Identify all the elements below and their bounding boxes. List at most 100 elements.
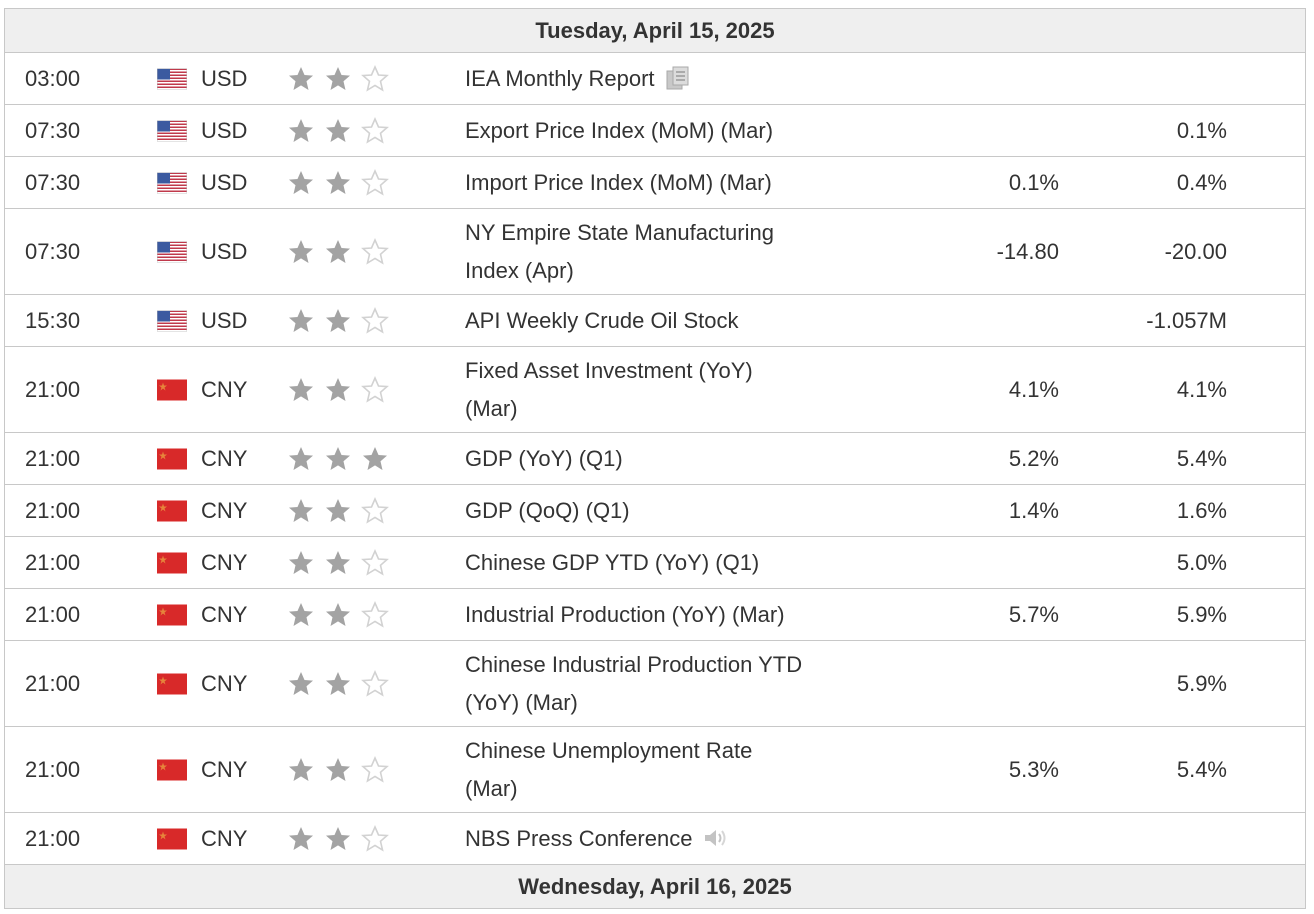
star-filled-icon xyxy=(324,169,352,197)
star-filled-icon xyxy=(287,376,315,404)
star-filled-icon xyxy=(324,307,352,335)
forecast-value: 5.4% xyxy=(1176,445,1227,471)
us-flag-icon xyxy=(157,68,187,89)
event-name[interactable]: IEA Monthly Report xyxy=(465,60,865,98)
currency-code: CNY xyxy=(201,601,248,627)
actual-value: 1.4% xyxy=(1008,497,1059,523)
forecast-value: 4.1% xyxy=(1176,376,1227,402)
actual-value: -14.80 xyxy=(996,238,1059,264)
star-filled-icon xyxy=(287,825,315,853)
importance-stars xyxy=(287,824,389,853)
star-empty-icon xyxy=(361,306,389,335)
forecast-value: 0.1% xyxy=(1176,117,1227,143)
currency-code: CNY xyxy=(201,549,248,575)
event-row[interactable]: 21:00 CNY Fixed Asset Investment (YoY) (… xyxy=(4,347,1306,433)
star-filled-icon xyxy=(324,756,352,784)
star-filled-icon xyxy=(287,549,315,577)
importance-stars xyxy=(287,755,389,784)
day-header: Tuesday, April 15, 2025 xyxy=(4,9,1306,53)
importance-stars xyxy=(287,600,389,629)
event-name[interactable]: NY Empire State Manufacturing Index (Apr… xyxy=(465,219,774,283)
star-empty-icon xyxy=(361,116,389,145)
event-time: 15:30 xyxy=(25,307,81,333)
importance-stars xyxy=(287,375,389,404)
event-time: 07:30 xyxy=(25,169,81,195)
star-filled-icon xyxy=(287,117,315,145)
event-name[interactable]: Chinese GDP YTD (YoY) (Q1) xyxy=(465,549,760,575)
importance-stars xyxy=(287,116,389,145)
event-time: 21:00 xyxy=(25,497,81,523)
event-name[interactable]: API Weekly Crude Oil Stock xyxy=(465,307,739,333)
event-row[interactable]: 21:00 CNY Industrial Production (YoY) (M… xyxy=(4,589,1306,641)
event-row[interactable]: 21:00 CNY NBS Press Conference xyxy=(4,813,1306,865)
star-filled-icon xyxy=(287,445,315,473)
star-empty-icon xyxy=(361,548,389,577)
currency-code: USD xyxy=(201,307,248,333)
star-filled-icon xyxy=(324,117,352,145)
event-row[interactable]: 21:00 CNY Chinese GDP YTD (YoY) (Q1) 5.0… xyxy=(4,537,1306,589)
star-filled-icon xyxy=(324,601,352,629)
economic-calendar-table: Tuesday, April 15, 2025 03:00 USD IEA Mo… xyxy=(4,8,1306,909)
actual-value: 5.2% xyxy=(1008,445,1059,471)
star-filled-icon xyxy=(324,825,352,853)
cn-flag-icon xyxy=(157,604,187,625)
event-row[interactable]: 21:00 CNY GDP (QoQ) (Q1) 1.4% 1.6% xyxy=(4,485,1306,537)
event-row[interactable]: 21:00 CNY Chinese Unemployment Rate (Mar… xyxy=(4,727,1306,813)
event-row[interactable]: 21:00 CNY Chinese Industrial Production … xyxy=(4,641,1306,727)
currency-code: CNY xyxy=(201,445,248,471)
cn-flag-icon xyxy=(157,552,187,573)
event-row[interactable]: 03:00 USD IEA Monthly Report xyxy=(4,53,1306,105)
star-filled-icon xyxy=(324,445,352,473)
event-time: 21:00 xyxy=(25,549,81,575)
star-filled-icon xyxy=(287,601,315,629)
actual-value: 5.7% xyxy=(1008,601,1059,627)
actual-value: 4.1% xyxy=(1008,376,1059,402)
star-filled-icon xyxy=(287,307,315,335)
star-filled-icon xyxy=(324,65,352,93)
event-time: 21:00 xyxy=(25,445,81,471)
currency-code: USD xyxy=(201,117,248,143)
event-row[interactable]: 07:30 USD Import Price Index (MoM) (Mar)… xyxy=(4,157,1306,209)
day-header: Wednesday, April 16, 2025 xyxy=(4,865,1306,909)
star-filled-icon xyxy=(324,497,352,525)
us-flag-icon xyxy=(157,120,187,141)
cn-flag-icon xyxy=(157,500,187,521)
event-time: 03:00 xyxy=(25,65,81,91)
forecast-value: 5.9% xyxy=(1176,601,1227,627)
document-icon[interactable] xyxy=(665,65,691,91)
star-filled-icon xyxy=(287,238,315,266)
event-name[interactable]: Export Price Index (MoM) (Mar) xyxy=(465,117,774,143)
event-name[interactable]: GDP (YoY) (Q1) xyxy=(465,445,623,471)
event-time: 07:30 xyxy=(25,117,81,143)
currency-code: CNY xyxy=(201,756,248,782)
star-filled-icon xyxy=(324,549,352,577)
star-filled-icon xyxy=(287,670,315,698)
star-empty-icon xyxy=(361,168,389,197)
event-time: 21:00 xyxy=(25,376,81,402)
cn-flag-icon xyxy=(157,379,187,400)
star-empty-icon xyxy=(361,755,389,784)
star-empty-icon xyxy=(361,600,389,629)
actual-value: 5.3% xyxy=(1008,756,1059,782)
forecast-value: -1.057M xyxy=(1146,307,1227,333)
event-name[interactable]: Chinese Industrial Production YTD (YoY) … xyxy=(465,651,803,715)
event-row[interactable]: 15:30 USD API Weekly Crude Oil Stock -1.… xyxy=(4,295,1306,347)
star-filled-icon xyxy=(287,169,315,197)
event-name[interactable]: Fixed Asset Investment (YoY) (Mar) xyxy=(465,357,753,421)
star-filled-icon xyxy=(324,670,352,698)
event-name[interactable]: GDP (QoQ) (Q1) xyxy=(465,497,630,523)
event-name[interactable]: Import Price Index (MoM) (Mar) xyxy=(465,169,772,195)
forecast-value: 1.6% xyxy=(1176,497,1227,523)
currency-code: CNY xyxy=(201,825,248,851)
actual-value: 0.1% xyxy=(1008,169,1059,195)
currency-code: CNY xyxy=(201,376,248,402)
event-row[interactable]: 07:30 USD Export Price Index (MoM) (Mar)… xyxy=(4,105,1306,157)
event-name[interactable]: NBS Press Conference xyxy=(465,820,865,858)
event-row[interactable]: 07:30 USD NY Empire State Manufacturing … xyxy=(4,209,1306,295)
event-name[interactable]: Chinese Unemployment Rate (Mar) xyxy=(465,737,753,801)
star-filled-icon xyxy=(287,497,315,525)
event-name[interactable]: Industrial Production (YoY) (Mar) xyxy=(465,601,785,627)
star-empty-icon xyxy=(361,64,389,93)
event-row[interactable]: 21:00 CNY GDP (YoY) (Q1) 5.2% 5.4% xyxy=(4,433,1306,485)
speaker-icon[interactable] xyxy=(702,825,728,851)
